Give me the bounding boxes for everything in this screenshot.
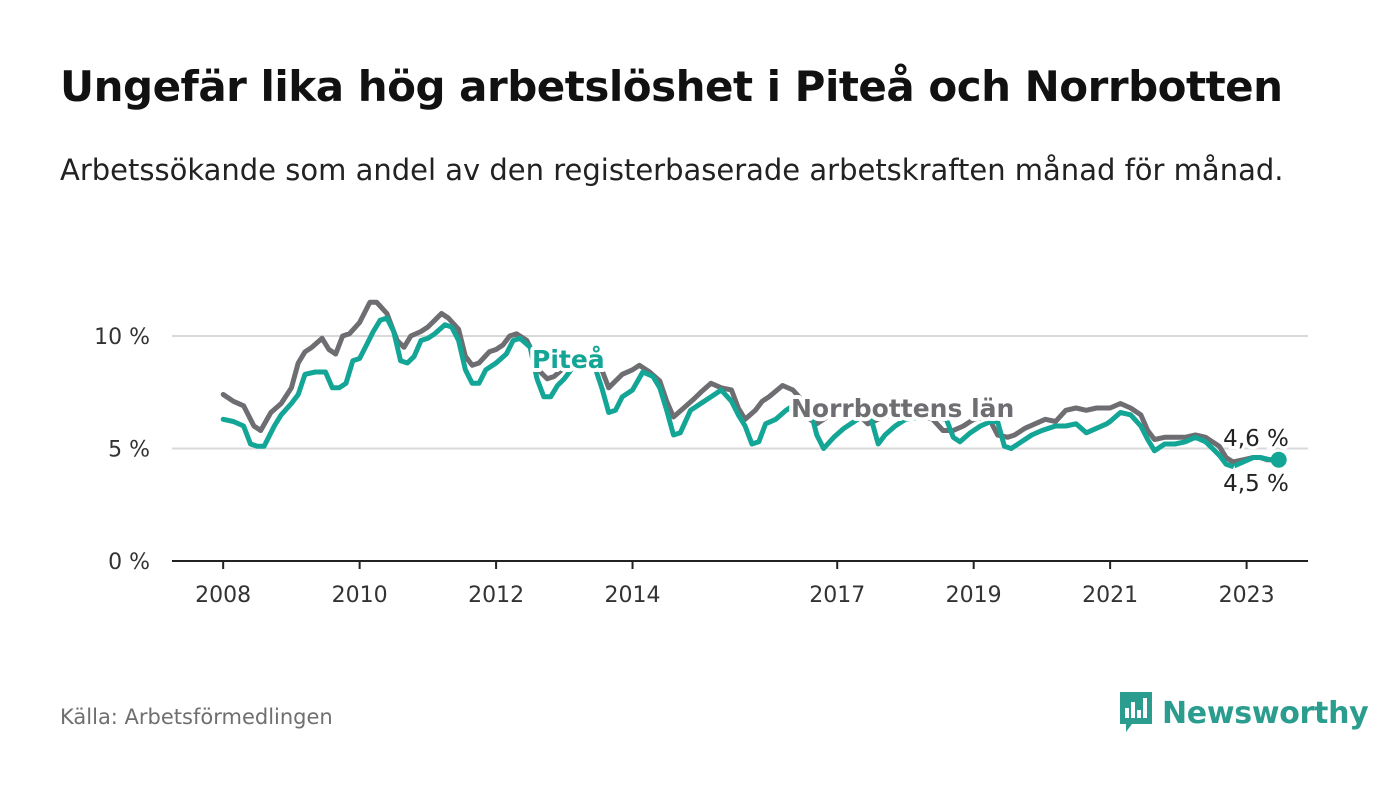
y-tick-label: 10 % — [94, 325, 150, 350]
series-labels: Piteå Norrbottens län 4,6 % 4,5 % — [528, 341, 1292, 500]
x-tick-label: 2010 — [332, 583, 388, 608]
series-lines — [220, 299, 1287, 469]
line-pitea — [220, 315, 1284, 469]
chart-title: Ungefär lika hög arbetslöshet i Piteå oc… — [60, 62, 1283, 111]
bar-chart-logo-icon — [1120, 692, 1152, 732]
x-tick-label: 2023 — [1219, 583, 1275, 608]
x-tick-label: 2019 — [946, 583, 1002, 608]
newsworthy-logo[interactable]: Newsworthy — [1118, 690, 1369, 736]
x-tick-label: 2021 — [1082, 583, 1138, 608]
endpoint-marker-pitea — [1270, 451, 1287, 468]
x-axis: 2008 2010 2012 2014 2017 2019 2021 2023 — [172, 560, 1308, 608]
x-tick-label: 2008 — [195, 583, 251, 608]
x-tick-label: 2017 — [809, 583, 865, 608]
y-axis-ticks: 0 % 5 % 10 % — [94, 325, 150, 575]
x-tick-label: 2014 — [605, 583, 661, 608]
gridlines — [172, 335, 1308, 450]
y-tick-label: 5 % — [108, 438, 150, 463]
end-label-pitea: 4,5 % — [1223, 471, 1289, 497]
brand-name: Newsworthy — [1162, 695, 1369, 731]
y-tick-label: 0 % — [108, 550, 150, 575]
chart-subtitle: Arbetssökande som andel av den registerb… — [60, 153, 1284, 187]
x-tick-label: 2012 — [468, 583, 524, 608]
series-label-pitea: Piteå — [532, 345, 605, 374]
source-note: Källa: Arbetsförmedlingen — [60, 705, 333, 729]
series-label-norrbotten: Norrbottens län — [791, 394, 1014, 423]
end-label-norrbotten: 4,6 % — [1223, 426, 1289, 452]
